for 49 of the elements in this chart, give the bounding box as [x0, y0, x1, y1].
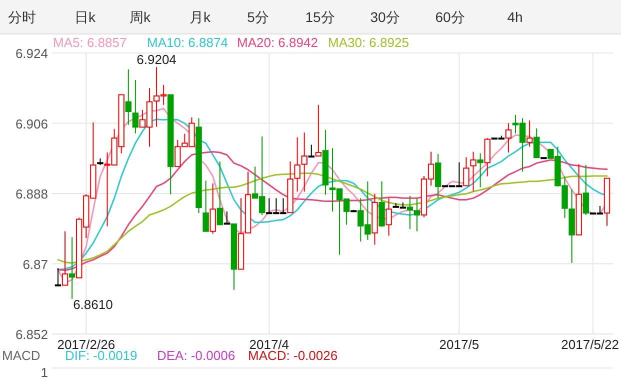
- candlestick: [378, 180, 385, 228]
- text: 周k: [130, 9, 152, 25]
- text: 4h: [507, 9, 523, 25]
- text: MA20: 6.8942: [237, 35, 318, 50]
- y-tick-label: 6.852: [15, 327, 48, 342]
- candlestick: [434, 154, 442, 199]
- text: 1: [40, 365, 48, 380]
- candlestick: [224, 210, 230, 225]
- x-tick-label: 2017/5: [439, 337, 480, 352]
- line-series: [57, 150, 608, 272]
- candlestick: [534, 128, 540, 158]
- candlestick: [315, 104, 322, 157]
- text: 15分: [305, 9, 335, 25]
- y-tick-label: 6.87: [22, 256, 48, 272]
- candlestick: [463, 156, 470, 186]
- text: 60分: [435, 9, 465, 25]
- text: DEA: -0.0006: [157, 348, 236, 363]
- candlestick: [477, 152, 484, 188]
- annotation: 6.8610: [73, 296, 113, 312]
- candlestick: [210, 182, 216, 234]
- candlestick: [301, 132, 308, 192]
- candlestick: [62, 230, 68, 286]
- x-tick-label: 2017/5/22: [561, 337, 619, 352]
- text: MA5: 6.8857: [53, 35, 127, 50]
- candlestick: [484, 138, 490, 177]
- y-tick-label: 6.924: [15, 46, 48, 61]
- y-tick-label: 6.888: [15, 186, 48, 202]
- candlestick: [386, 198, 392, 236]
- candlestick: [308, 144, 314, 158]
- text: MACD: [2, 348, 40, 363]
- text: 5分: [247, 9, 269, 25]
- y-tick-label: 6.906: [15, 116, 48, 132]
- text: 分时: [8, 9, 36, 25]
- candlestick: [202, 180, 209, 232]
- text: 日k: [74, 9, 96, 25]
- candlestick: [132, 79, 139, 134]
- annotation: 6.9204: [136, 52, 176, 68]
- text: 月k: [190, 9, 212, 25]
- candlestick: [54, 268, 62, 286]
- candlestick: [582, 164, 589, 216]
- candlestick: [68, 236, 76, 300]
- text: MA30: 6.8925: [328, 35, 409, 50]
- text: MA10: 6.8874: [147, 35, 228, 50]
- candlestick: [470, 151, 476, 192]
- candlestick: [216, 160, 223, 226]
- candlestick: [526, 120, 533, 148]
- candlestick: [505, 122, 512, 154]
- text: 30分: [370, 9, 400, 25]
- candlestick: [125, 68, 132, 126]
